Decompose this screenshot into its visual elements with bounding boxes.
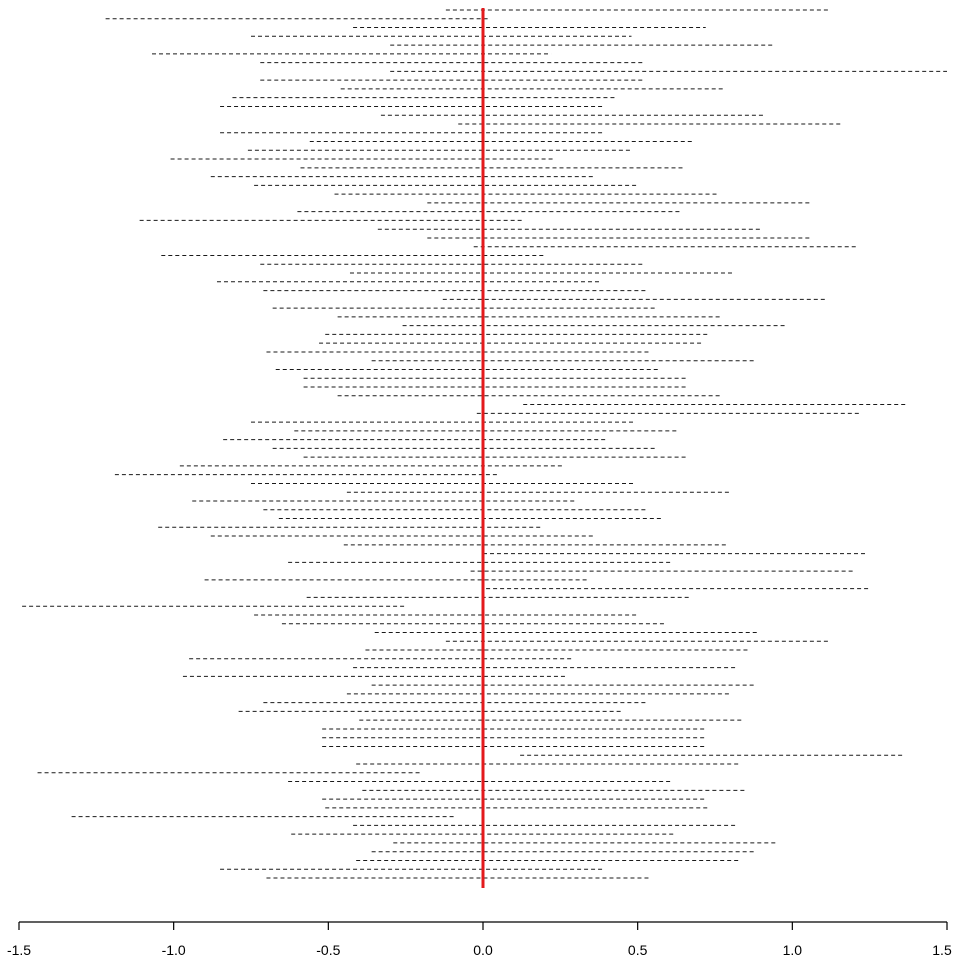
x-tick-label: -1.5 — [7, 942, 31, 958]
x-tick-label: -1.0 — [162, 942, 186, 958]
x-axis: -1.5 -1.0 -0.5 0.0 0.5 1.0 1.5 — [7, 921, 952, 958]
interval-series — [22, 9, 947, 879]
x-axis-ticks: -1.5 -1.0 -0.5 0.0 0.5 1.0 1.5 — [7, 922, 952, 958]
x-tick-label: -0.5 — [316, 942, 340, 958]
x-tick-label: 0.0 — [473, 942, 493, 958]
x-tick-label: 0.5 — [628, 942, 648, 958]
x-tick-label: 1.0 — [783, 942, 803, 958]
x-tick-label: 1.5 — [932, 942, 952, 958]
